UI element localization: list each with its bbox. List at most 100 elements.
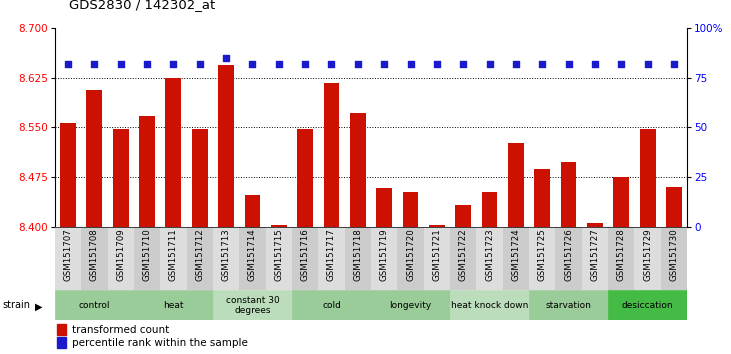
Bar xyxy=(298,130,313,227)
Bar xyxy=(666,187,682,227)
Text: desiccation: desiccation xyxy=(622,301,673,310)
Bar xyxy=(450,290,529,320)
Bar xyxy=(218,65,234,227)
Text: longevity: longevity xyxy=(390,301,431,310)
Text: GSM151730: GSM151730 xyxy=(670,228,678,281)
Bar xyxy=(429,225,444,227)
Bar xyxy=(371,290,450,320)
Bar xyxy=(134,227,160,290)
Bar xyxy=(587,223,603,227)
Text: GSM151726: GSM151726 xyxy=(564,228,573,281)
Point xyxy=(88,61,100,67)
Text: GDS2830 / 142302_at: GDS2830 / 142302_at xyxy=(69,0,216,11)
Text: GSM151708: GSM151708 xyxy=(90,228,99,281)
Text: GSM151729: GSM151729 xyxy=(643,228,652,281)
Text: GSM151712: GSM151712 xyxy=(195,228,204,281)
Bar xyxy=(529,290,608,320)
Bar xyxy=(556,227,582,290)
Text: constant 30
degrees: constant 30 degrees xyxy=(226,296,279,315)
Point xyxy=(220,55,232,61)
Point xyxy=(458,61,469,67)
Point xyxy=(510,61,522,67)
Bar xyxy=(107,227,134,290)
Bar xyxy=(561,162,577,227)
Point xyxy=(484,61,496,67)
Bar xyxy=(318,227,344,290)
Point xyxy=(405,61,417,67)
Bar xyxy=(529,227,556,290)
Text: GSM151713: GSM151713 xyxy=(221,228,230,281)
Bar xyxy=(608,290,687,320)
Bar xyxy=(60,123,76,227)
Text: GSM151707: GSM151707 xyxy=(64,228,72,281)
Point xyxy=(563,61,575,67)
Point xyxy=(299,61,311,67)
Bar xyxy=(534,169,550,227)
Bar xyxy=(113,129,129,227)
Point xyxy=(115,61,126,67)
Bar xyxy=(608,227,635,290)
Point xyxy=(642,61,654,67)
Point xyxy=(616,61,627,67)
Bar xyxy=(350,113,366,227)
Text: percentile rank within the sample: percentile rank within the sample xyxy=(72,338,248,348)
Point xyxy=(352,61,363,67)
Bar xyxy=(455,205,471,227)
Text: GSM151723: GSM151723 xyxy=(485,228,494,281)
Point xyxy=(167,61,179,67)
Bar xyxy=(398,227,424,290)
Bar xyxy=(55,290,134,320)
Bar xyxy=(55,227,81,290)
Bar xyxy=(244,195,260,227)
Text: GSM151728: GSM151728 xyxy=(617,228,626,281)
Point xyxy=(325,61,337,67)
Bar xyxy=(57,337,67,348)
Point xyxy=(668,61,680,67)
Bar xyxy=(477,227,503,290)
Bar xyxy=(582,227,608,290)
Bar xyxy=(57,324,67,335)
Bar xyxy=(403,192,418,227)
Bar xyxy=(482,192,497,227)
Text: control: control xyxy=(79,301,110,310)
Bar xyxy=(139,116,155,227)
Point xyxy=(194,61,205,67)
Bar xyxy=(213,290,292,320)
Bar xyxy=(186,227,213,290)
Text: cold: cold xyxy=(322,301,341,310)
Bar xyxy=(292,227,318,290)
Point xyxy=(431,61,443,67)
Text: GSM151709: GSM151709 xyxy=(116,228,125,281)
Text: GSM151715: GSM151715 xyxy=(274,228,284,281)
Bar xyxy=(265,227,292,290)
Text: GSM151716: GSM151716 xyxy=(300,228,310,281)
Text: GSM151721: GSM151721 xyxy=(432,228,442,281)
Text: GSM151725: GSM151725 xyxy=(538,228,547,281)
Text: GSM151718: GSM151718 xyxy=(353,228,363,281)
Bar xyxy=(613,177,629,227)
Point xyxy=(273,61,284,67)
Point xyxy=(141,61,153,67)
Point xyxy=(589,61,601,67)
Text: GSM151722: GSM151722 xyxy=(458,228,468,281)
Point xyxy=(537,61,548,67)
Bar xyxy=(376,188,392,227)
Text: GSM151717: GSM151717 xyxy=(327,228,336,281)
Bar xyxy=(81,227,107,290)
Text: heat: heat xyxy=(163,301,183,310)
Bar xyxy=(271,224,287,227)
Text: GSM151710: GSM151710 xyxy=(143,228,151,281)
Bar xyxy=(239,227,265,290)
Text: transformed count: transformed count xyxy=(72,325,169,335)
Point xyxy=(379,61,390,67)
Bar xyxy=(661,227,687,290)
Text: GSM151720: GSM151720 xyxy=(406,228,415,281)
Bar xyxy=(640,130,656,227)
Text: heat knock down: heat knock down xyxy=(451,301,529,310)
Bar xyxy=(450,227,477,290)
Bar xyxy=(134,290,213,320)
Text: ▶: ▶ xyxy=(35,302,42,312)
Bar xyxy=(424,227,450,290)
Text: strain: strain xyxy=(2,300,30,310)
Text: GSM151711: GSM151711 xyxy=(169,228,178,281)
